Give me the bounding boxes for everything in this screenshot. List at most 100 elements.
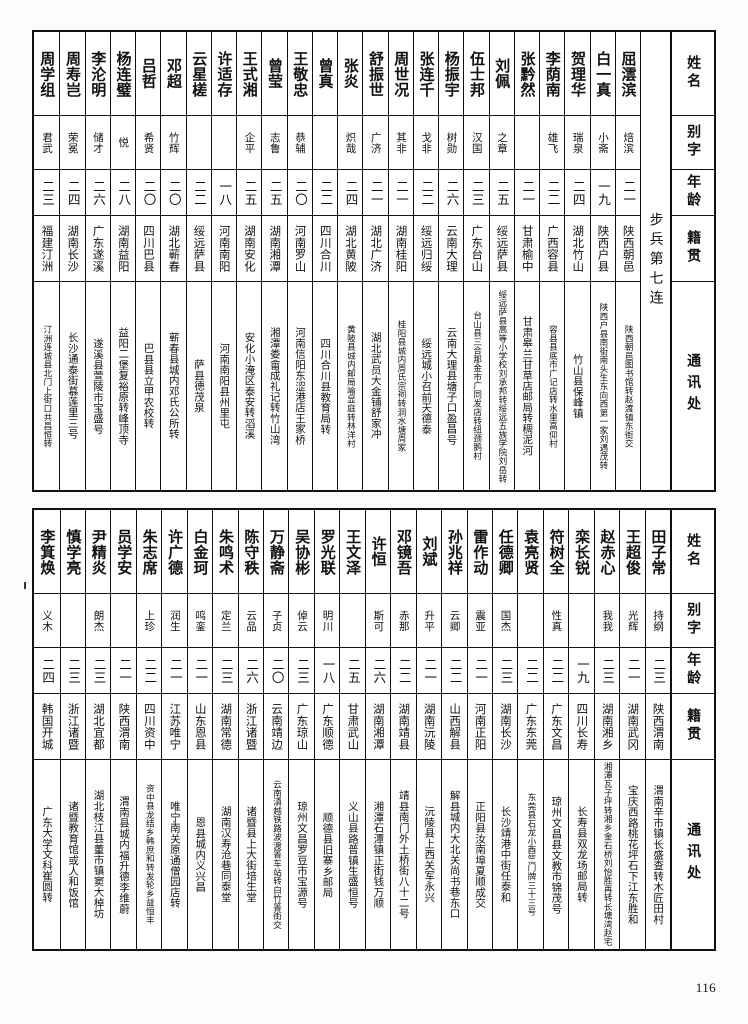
cell-alias: 恭辅	[287, 116, 312, 170]
cell-name: 慎学亮	[60, 510, 85, 594]
page-number: 116	[695, 980, 716, 995]
address-text: 渭南县城内福升德李维蔚	[117, 795, 130, 914]
cell-home: 湖南湘乡	[594, 694, 620, 760]
cell-address: 益阳二堡复裕原转峰顶寺	[111, 282, 135, 490]
roster-entry-column: 袁亮贤 二二 广东东莞 东莞县石龙小酉竺门牌三十三号	[517, 510, 543, 949]
row-label-column: 姓名 别字 年龄 籍贯 通讯处	[670, 510, 714, 949]
cell-age: 二一	[162, 648, 187, 694]
alias-text: 悦	[117, 137, 130, 148]
alias-text: 赤那	[397, 609, 410, 632]
home-text: 湖南长沙	[499, 703, 514, 750]
home-text: 陕西朝邑	[621, 225, 636, 272]
age-text: 二五	[345, 657, 361, 684]
cell-home: 陕西渭南	[111, 694, 136, 760]
home-text: 河南南阳	[217, 225, 232, 272]
age-text: 二三	[498, 657, 514, 684]
cell-home: 福建汀洲	[34, 216, 60, 282]
roster-entry-column: 杨连璧悦二八 湖南益阳 益阳二堡复裕原转峰顶寺	[109, 32, 135, 490]
home-text: 陕西渭南	[651, 703, 666, 750]
home-text: 陕西户县	[596, 225, 611, 272]
home-text: 福建汀洲	[40, 225, 55, 272]
roster-entry-column: 慎学亮 二三 浙江诸暨 诸暨教育馆或人和饭馆	[59, 510, 85, 949]
cell-alias: 小斋	[590, 116, 615, 170]
alias-text: 君武	[40, 131, 53, 154]
name-text: 许广德	[166, 528, 185, 575]
roster-entry-column: 万静斋 子贞 二〇 云南靖边 云南滇越铁路波渡箐车站转白竹箐街交	[263, 510, 289, 949]
cell-alias: 志鲁	[262, 116, 287, 170]
cell-name: 吴协彬	[289, 510, 314, 594]
cell-age: 二二	[413, 170, 438, 216]
cell-home: 湖南长沙	[60, 216, 85, 282]
name-text: 李荫南	[543, 50, 562, 97]
age-text: 二二	[419, 179, 435, 206]
cell-name: 屈澐滨	[615, 32, 640, 116]
alias-text: 持纲	[652, 609, 665, 632]
cell-address: 唯宁南关原通僧园店转	[162, 760, 186, 949]
cell-home: 陕西户县	[590, 216, 615, 282]
cell-age: 二二	[136, 648, 162, 694]
cell-address: 河南南阳县州里屯	[212, 282, 236, 490]
cell-address: 琼州文昌县文教市锦茂号	[544, 760, 568, 949]
cell-alias: 光辉	[620, 594, 645, 648]
cell-age: 二三	[645, 648, 670, 694]
cell-age: 二〇	[136, 170, 161, 216]
cell-home: 湖南安化	[237, 216, 262, 282]
cell-home: 陕西朝邑	[615, 216, 640, 282]
cell-address: 长沙通泰街慕莲里三号	[60, 282, 84, 490]
home-text: 云南大理	[444, 225, 459, 272]
name-text: 陈守秩	[242, 528, 261, 575]
name-text: 王式湘	[240, 50, 259, 97]
age-text: 二〇	[293, 179, 308, 206]
age-text: 二〇	[166, 179, 182, 206]
cell-home: 籍贯	[672, 694, 714, 760]
cell-alias: 悦	[110, 116, 135, 170]
unit-designation: 步兵第七连	[641, 32, 670, 490]
home-text: 广东东莞	[524, 703, 539, 750]
cell-address: 巴县县立甲农校转	[136, 282, 160, 490]
name-text: 杨连璧	[114, 50, 133, 97]
address-text: 汀洲连城县北门上街口共昌恒转	[41, 324, 52, 448]
cell-home: 湖北竹山	[565, 216, 590, 282]
address-text: 河南信阳东涩港店王家桥	[293, 327, 306, 445]
name-text: 张炎	[341, 58, 360, 89]
cell-home: 云南大理	[439, 216, 464, 282]
address-text: 通讯处	[685, 353, 702, 419]
cell-name: 周学组	[34, 32, 60, 116]
cell-home: 湖北广济	[363, 216, 388, 282]
name-text: 员学安	[115, 528, 134, 575]
age-text: 二五	[242, 179, 258, 206]
alias-text: 别字	[685, 124, 702, 161]
roster-entry-column: 舒振世 广济 二一 湖北广济 湖北武员大金铺舒家冲	[362, 32, 388, 490]
address-text: 靖县南门外土桥街八十二号	[397, 790, 410, 919]
cell-name: 李沦明	[85, 32, 110, 116]
name-text: 曾真	[316, 58, 335, 89]
home-text: 甘肃武山	[346, 703, 361, 750]
row-label-column: 姓名 别字 年龄 籍贯 通讯处	[670, 32, 714, 490]
alias-text: 升平	[423, 609, 436, 632]
cell-alias: 树勋	[439, 116, 464, 170]
alias-text: 云品	[245, 609, 258, 632]
cell-alias: 润生	[162, 594, 187, 648]
cell-alias: 朗杰	[85, 594, 111, 648]
home-text: 湖南武冈	[626, 703, 641, 750]
cell-address: 通讯处	[672, 760, 714, 949]
cell-name: 吕哲	[136, 32, 161, 116]
cell-age: 二三	[60, 648, 85, 694]
roster-table-bottom: 姓名 别字 年龄 籍贯 通讯处 田子常 持纲 二三 陕西渭南 渭南辛市镇长盛查转木匠田村 王超俊 光辉…	[32, 508, 716, 951]
roster-entry-column: 田子常 持纲 二三 陕西渭南 渭南辛市镇长盛查转木匠田村	[644, 510, 670, 949]
roster-entry-column: 曾真 二二 四川合川 四川合川县教育局转	[311, 32, 337, 490]
home-text: 湖南益阳	[116, 225, 131, 272]
address-text: 诸暨教育馆或人和饭馆	[67, 800, 80, 909]
home-text: 籍贯	[685, 708, 702, 745]
cell-alias: 国杰	[492, 594, 518, 648]
name-text: 朱鸣术	[216, 528, 235, 575]
home-text: 四川巴县	[141, 225, 156, 272]
alias-text: 子贞	[270, 609, 283, 632]
address-text: 绥远萨县高等小学校刘承邦转绥远五族学院刘岳转	[496, 289, 507, 483]
age-text: 一九	[574, 657, 590, 684]
cell-alias: 义木	[34, 594, 60, 648]
cell-age: 二二	[518, 648, 543, 694]
alias-text: 志鲁	[268, 131, 281, 154]
address-text: 义山县路普镇生盛恒号	[346, 800, 359, 909]
cell-alias: 汉国	[464, 116, 489, 170]
